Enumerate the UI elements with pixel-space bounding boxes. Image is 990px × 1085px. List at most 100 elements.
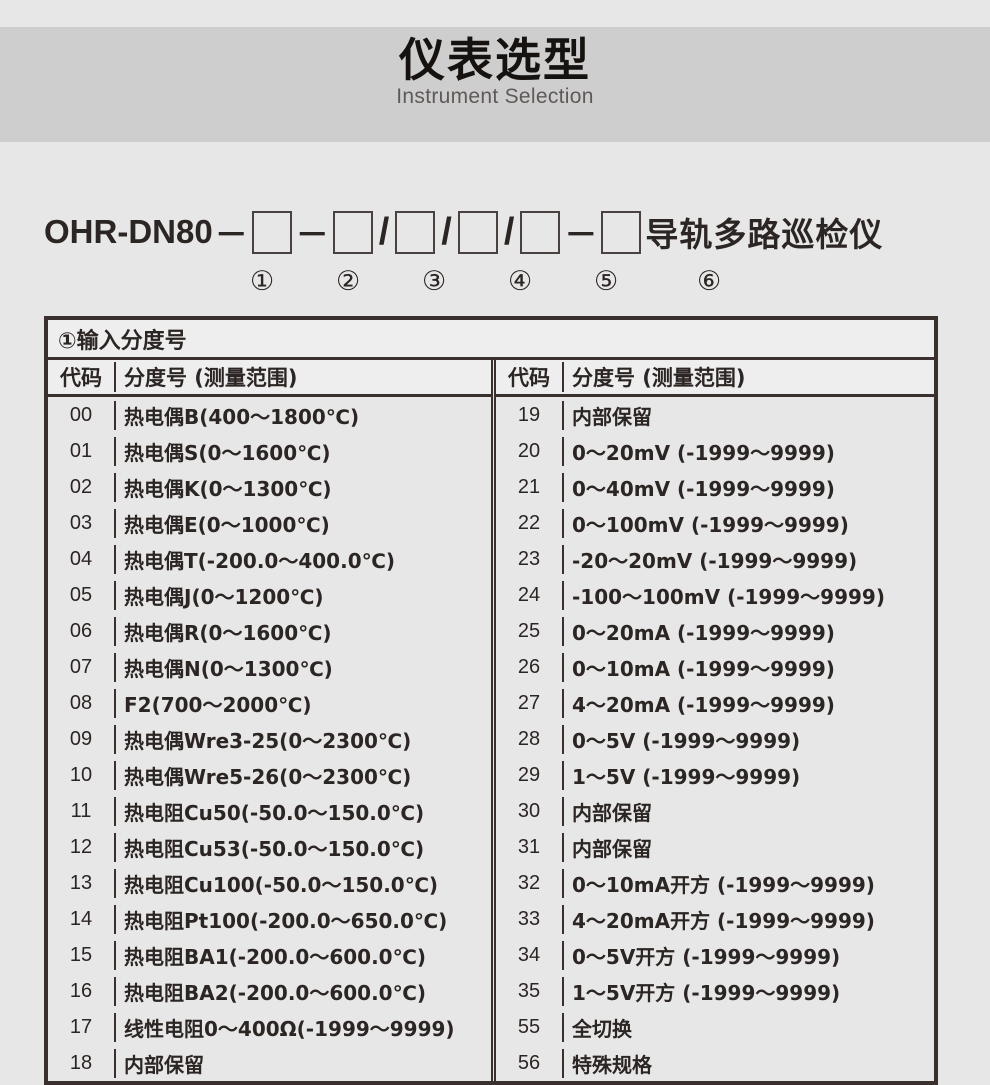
cell-code: 26 xyxy=(517,655,541,678)
table-row: 20 0～20mV (-1999～9999) xyxy=(496,433,934,469)
cell-description: 内部保留 xyxy=(562,832,934,862)
cell-code: 02 xyxy=(69,475,93,498)
cell-description: 热电阻Cu53(-50.0～150.0℃) xyxy=(114,832,491,862)
model-slash-2: / xyxy=(441,210,452,253)
model-box-6[interactable] xyxy=(601,210,642,254)
cell-code: 07 xyxy=(69,655,93,678)
cell-code: 10 xyxy=(69,763,93,786)
table-row: 17 线性电阻0～400Ω(-1999～9999) xyxy=(48,1009,491,1045)
table-row: 07 热电偶N(0～1300℃) xyxy=(48,649,491,685)
cell-code: 31 xyxy=(517,835,541,858)
table-row: 13 热电阻Cu100(-50.0～150.0℃) xyxy=(48,865,491,901)
cell-description: 热电阻Cu100(-50.0～150.0℃) xyxy=(114,868,491,898)
table-row: 06 热电偶R(0～1600℃) xyxy=(48,613,491,649)
cell-code: 55 xyxy=(517,1015,541,1038)
cell-code: 25 xyxy=(517,619,541,642)
table-row: 24 -100～100mV (-1999～9999) xyxy=(496,577,934,613)
table-row: 28 0～5V (-1999～9999) xyxy=(496,721,934,757)
table-header-right: 代码 分度号 (测量范围) xyxy=(496,360,934,397)
column-header-code: 代码 xyxy=(60,366,102,390)
column-header-code: 代码 xyxy=(508,366,550,390)
cell-code: 19 xyxy=(517,403,541,426)
cell-description: 热电阻BA2(-200.0～600.0℃) xyxy=(114,976,491,1006)
input-code-table: ①输入分度号 代码 分度号 (测量范围) 00 热电偶B(400～1800℃) 01… xyxy=(44,316,938,1085)
top-spacer xyxy=(0,0,990,27)
cell-code: 03 xyxy=(69,511,93,534)
cell-code: 30 xyxy=(517,799,541,822)
table-row: 08 F2(700～2000℃) xyxy=(48,685,491,721)
cell-code: 22 xyxy=(517,511,541,534)
table-row: 11 热电阻Cu50(-50.0～150.0℃) xyxy=(48,793,491,829)
model-marker-1: ① xyxy=(250,266,275,297)
model-box-1[interactable] xyxy=(251,210,292,254)
table-half-right: 代码 分度号 (测量范围) 19 内部保留 20 0～20mV (-1999～9999… xyxy=(491,360,934,1081)
table-title: ①输入分度号 xyxy=(48,320,934,360)
cell-code: 00 xyxy=(69,403,93,426)
page-subtitle: Instrument Selection xyxy=(396,85,594,109)
model-slash-1: / xyxy=(378,210,390,253)
cell-code: 01 xyxy=(69,439,93,462)
model-product-name: 导轨多路巡检仪 xyxy=(645,215,884,254)
model-code-diagram: OHR-DN80 － － / / / － 导轨多路巡检仪 ① ② ③ ④ ⑤ ⑥ xyxy=(0,196,990,306)
table-row: 56 特殊规格 xyxy=(496,1045,934,1081)
cell-code: 24 xyxy=(517,583,541,606)
table-row: 05 热电偶J(0～1200℃) xyxy=(48,577,491,613)
cell-description: 全切换 xyxy=(562,1012,934,1042)
cell-code: 28 xyxy=(517,727,541,750)
model-marker-6: ⑥ xyxy=(697,266,722,297)
model-dash-3: － xyxy=(564,215,598,254)
cell-description: 热电阻BA1(-200.0～600.0℃) xyxy=(114,940,491,970)
cell-description: 4～20mA (-1999～9999) xyxy=(562,688,934,718)
cell-code: 35 xyxy=(517,979,541,1002)
table-body: 代码 分度号 (测量范围) 00 热电偶B(400～1800℃) 01 热电偶S(0～… xyxy=(48,360,934,1081)
cell-description: 热电偶S(0～1600℃) xyxy=(114,436,491,466)
cell-description: 0～5V开方 (-1999～9999) xyxy=(562,940,934,970)
model-box-4[interactable] xyxy=(457,210,498,254)
table-row: 33 4～20mA开方 (-1999～9999) xyxy=(496,901,934,937)
cell-code: 16 xyxy=(69,979,93,1002)
cell-description: 热电阻Cu50(-50.0～150.0℃) xyxy=(114,796,491,826)
model-box-5[interactable] xyxy=(520,210,561,254)
column-header-desc: 分度号 (测量范围) xyxy=(562,362,934,392)
cell-description: 线性电阻0～400Ω(-1999～9999) xyxy=(114,1012,491,1042)
cell-description: 热电阻Pt100(-200.0～650.0℃) xyxy=(114,904,491,934)
table-row: 34 0～5V开方 (-1999～9999) xyxy=(496,937,934,973)
cell-code: 13 xyxy=(69,871,93,894)
cell-description: 0～20mA (-1999～9999) xyxy=(562,616,934,646)
table-row: 03 热电偶E(0～1000℃) xyxy=(48,505,491,541)
cell-code: 18 xyxy=(69,1051,93,1074)
model-dash-2: － xyxy=(295,215,329,254)
cell-description: 热电偶J(0～1200℃) xyxy=(114,580,491,610)
column-header-desc: 分度号 (测量范围) xyxy=(114,362,491,392)
model-marker-4: ④ xyxy=(508,266,533,297)
cell-code: 32 xyxy=(517,871,541,894)
cell-code: 04 xyxy=(69,547,93,570)
table-row: 16 热电阻BA2(-200.0～600.0℃) xyxy=(48,973,491,1009)
model-marker-5: ⑤ xyxy=(594,266,619,297)
cell-code: 20 xyxy=(517,439,541,462)
cell-code: 17 xyxy=(69,1015,93,1038)
table-row: 21 0～40mV (-1999～9999) xyxy=(496,469,934,505)
model-box-3[interactable] xyxy=(395,210,436,254)
cell-code: 09 xyxy=(69,727,93,750)
table-row: 26 0～10mA (-1999～9999) xyxy=(496,649,934,685)
model-box-2[interactable] xyxy=(332,210,373,254)
cell-description: 热电偶K(0～1300℃) xyxy=(114,472,491,502)
cell-code: 15 xyxy=(69,943,93,966)
cell-description: F2(700～2000℃) xyxy=(114,688,491,718)
cell-description: 1～5V开方 (-1999～9999) xyxy=(562,976,934,1006)
cell-code: 11 xyxy=(70,799,92,822)
cell-description: 0～20mV (-1999～9999) xyxy=(562,436,934,466)
cell-code: 34 xyxy=(517,943,541,966)
cell-code: 06 xyxy=(69,619,93,642)
cell-description: 0～100mV (-1999～9999) xyxy=(562,508,934,538)
table-row: 27 4～20mA (-1999～9999) xyxy=(496,685,934,721)
cell-description: 热电偶E(0～1000℃) xyxy=(114,508,491,538)
model-marker-3: ③ xyxy=(422,266,447,297)
cell-code: 33 xyxy=(517,907,541,930)
table-row: 10 热电偶Wre5-26(0～2300℃) xyxy=(48,757,491,793)
table-row: 19 内部保留 xyxy=(496,397,934,433)
table-rows-right: 19 内部保留 20 0～20mV (-1999～9999) 21 0～40mV (-19… xyxy=(496,397,934,1081)
cell-code: 21 xyxy=(517,475,541,498)
table-row: 32 0～10mA开方 (-1999～9999) xyxy=(496,865,934,901)
